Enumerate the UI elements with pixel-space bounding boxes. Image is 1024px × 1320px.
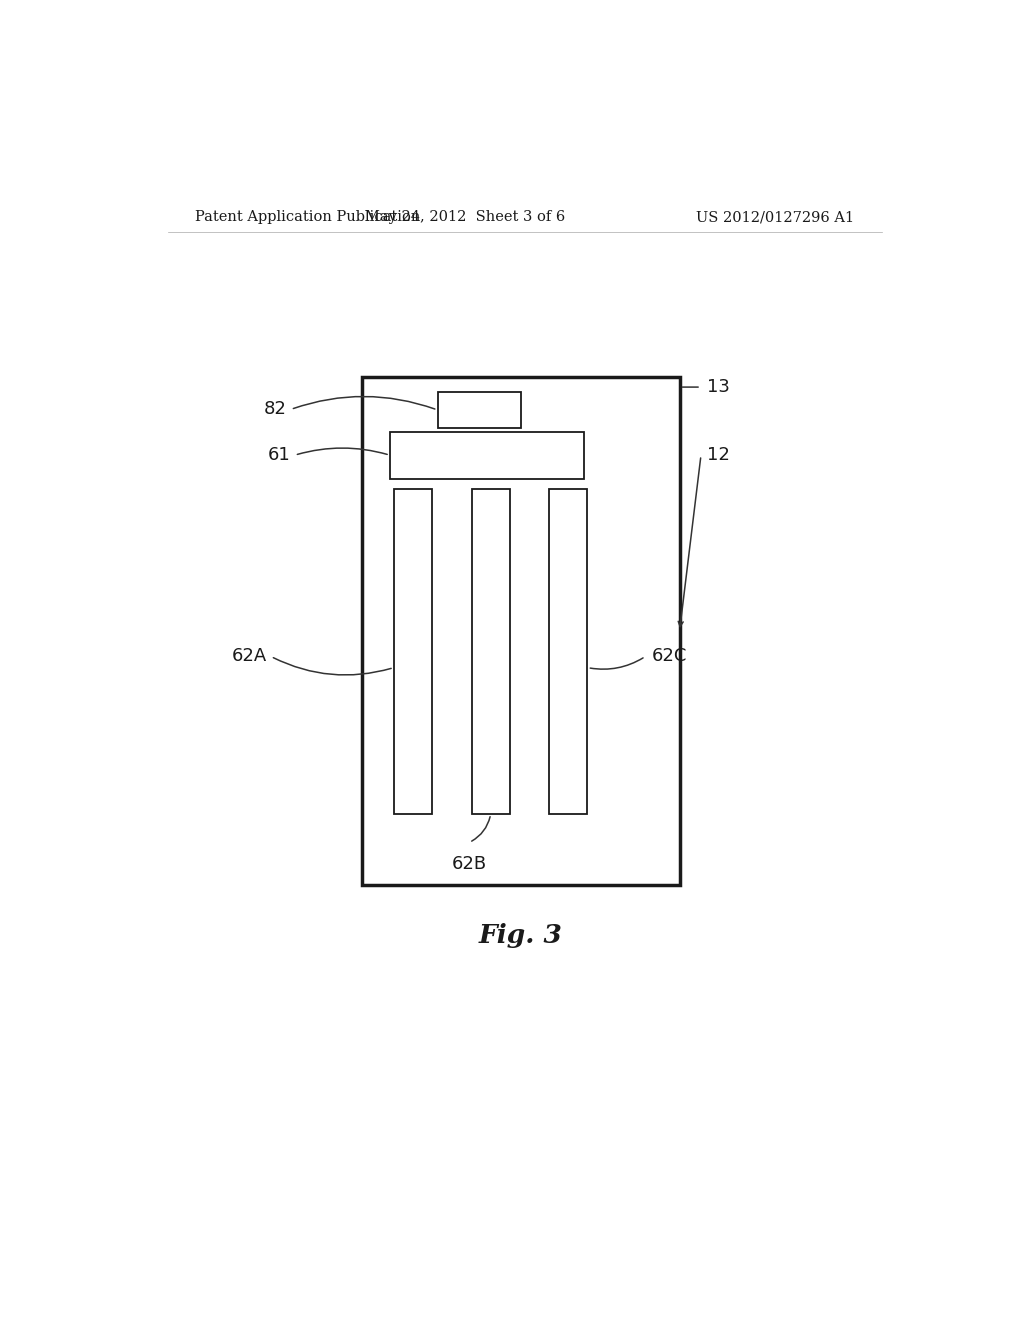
Bar — [550, 488, 588, 814]
Text: 62C: 62C — [652, 647, 687, 665]
Text: 12: 12 — [708, 446, 730, 465]
Bar — [390, 432, 585, 479]
Bar — [472, 488, 510, 814]
Text: US 2012/0127296 A1: US 2012/0127296 A1 — [696, 210, 854, 224]
Text: 62B: 62B — [452, 854, 486, 873]
Text: 62A: 62A — [231, 647, 267, 665]
Bar — [362, 378, 680, 886]
Bar — [394, 488, 432, 814]
Text: Fig. 3: Fig. 3 — [479, 924, 563, 949]
Text: May 24, 2012  Sheet 3 of 6: May 24, 2012 Sheet 3 of 6 — [366, 210, 565, 224]
Text: 13: 13 — [708, 378, 730, 396]
Text: 61: 61 — [268, 446, 291, 465]
Text: Patent Application Publication: Patent Application Publication — [196, 210, 421, 224]
Bar — [437, 392, 521, 428]
Text: 82: 82 — [264, 400, 287, 418]
